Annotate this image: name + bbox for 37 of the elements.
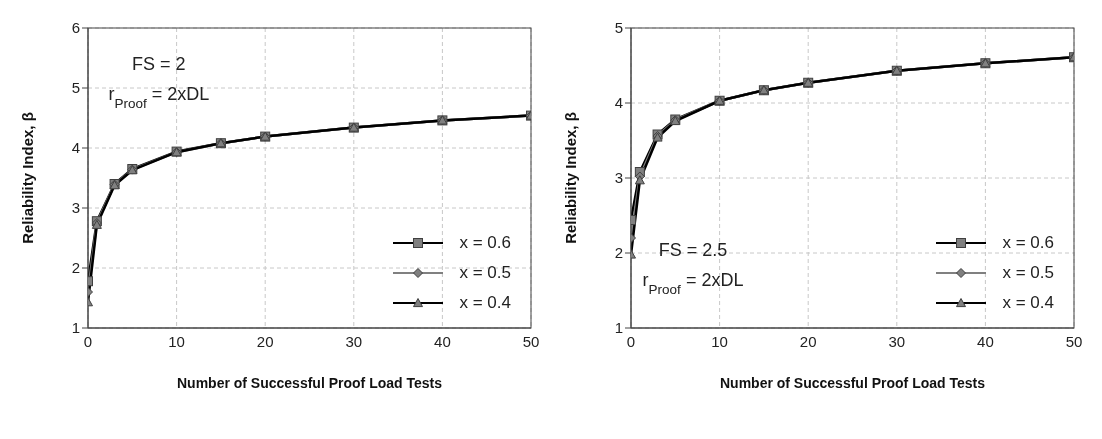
- x-tick-label: 0: [83, 332, 93, 350]
- y-axis-title: Reliability Index, β: [19, 112, 37, 244]
- legend-label: x = 0.4: [1002, 293, 1054, 313]
- annotation: FS = 2: [132, 54, 186, 74]
- x-tick-label: 50: [522, 332, 540, 350]
- legend-label: x = 0.5: [1002, 263, 1054, 283]
- y-tick-label: 6: [71, 19, 80, 37]
- x-tick-label: 10: [168, 332, 185, 350]
- x-tick-label: 30: [345, 332, 363, 350]
- x-tick-label: 0: [626, 332, 636, 350]
- x-tick-label: 30: [888, 332, 906, 350]
- y-tick-label: 3: [71, 199, 80, 217]
- x-tick-label: 20: [256, 332, 274, 350]
- y-tick-label: 1: [614, 319, 623, 337]
- y-tick-label: 4: [71, 139, 80, 157]
- y-tick-label: 4: [614, 94, 623, 112]
- legend-label: x = 0.6: [1002, 233, 1054, 253]
- legend-label: x = 0.6: [459, 233, 511, 253]
- y-axis-title: Reliability Index, β: [562, 112, 580, 244]
- x-axis-title: Number of Successful Proof Load Tests: [719, 375, 986, 391]
- x-tick-label: 10: [711, 332, 728, 350]
- annotation: FS = 2.5: [658, 240, 728, 260]
- y-tick-label: 1: [71, 319, 80, 337]
- y-tick-label: 5: [71, 79, 80, 97]
- x-tick-label: 40: [977, 332, 994, 350]
- x-tick-label: 20: [799, 332, 817, 350]
- x-tick-label: 40: [434, 332, 451, 350]
- legend-label: x = 0.4: [459, 293, 511, 313]
- annotation: r$_{Proof}$ = 2xDL: [108, 84, 210, 111]
- y-tick-label: 2: [614, 244, 623, 262]
- legend-label: x = 0.5: [459, 263, 511, 283]
- annotation: r$_{Proof}$ = 2xDL: [642, 270, 744, 297]
- x-axis-title: Number of Successful Proof Load Tests: [176, 375, 443, 391]
- y-tick-label: 5: [614, 19, 623, 37]
- y-tick-label: 3: [614, 169, 623, 187]
- x-tick-label: 50: [1065, 332, 1083, 350]
- y-tick-label: 2: [71, 259, 80, 277]
